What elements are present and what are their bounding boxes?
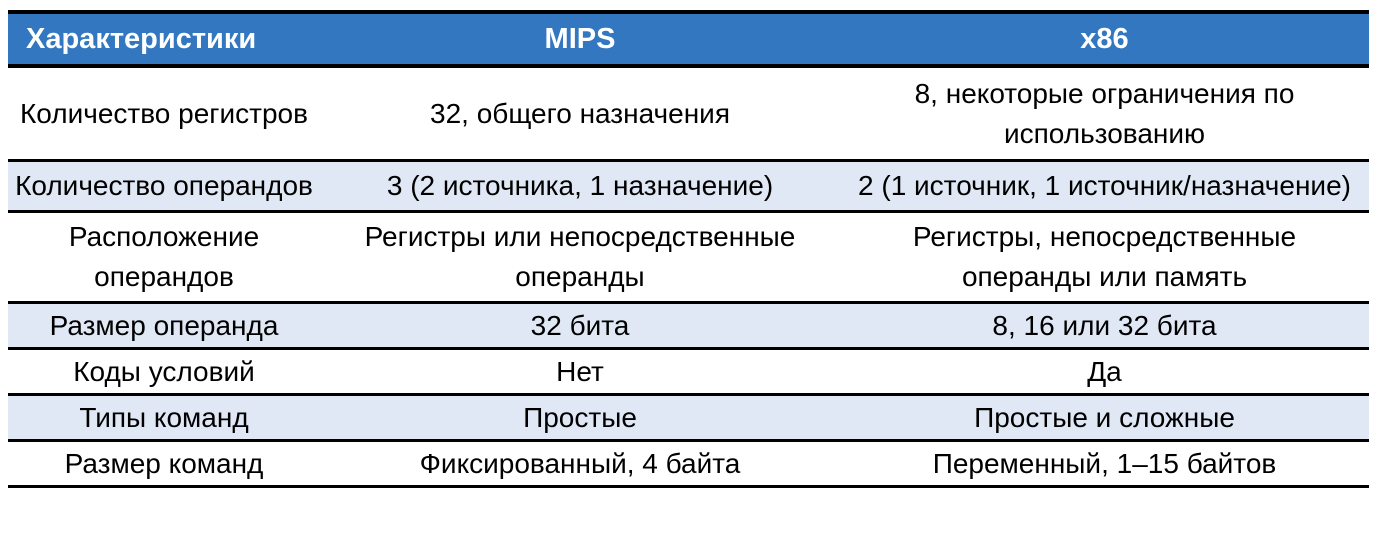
table-row: Коды условий Нет Да — [8, 348, 1369, 396]
cell-characteristic: Расположение операндов — [8, 211, 320, 304]
cell-x86: Простые и сложные — [840, 394, 1369, 442]
cell-characteristic: Коды условий — [8, 348, 320, 396]
header-x86: x86 — [840, 10, 1369, 68]
cell-mips: 3 (2 источника, 1 назначение) — [320, 160, 840, 213]
cell-x86: 8, некоторые ограничения по использовани… — [840, 66, 1369, 162]
cell-characteristic: Количество операндов — [8, 160, 320, 213]
table-row: Расположение операндов Регистры или непос… — [8, 211, 1369, 304]
cell-characteristic: Количество регистров — [8, 66, 320, 162]
cell-characteristic: Размер команд — [8, 440, 320, 488]
cell-mips: 32, общего назначения — [320, 66, 840, 162]
table-row: Количество операндов 3 (2 источника, 1 на… — [8, 160, 1369, 213]
cell-mips: 32 бита — [320, 302, 840, 350]
cell-x86: Переменный, 1–15 байтов — [840, 440, 1369, 488]
table-row: Типы команд Простые Простые и сложные — [8, 394, 1369, 442]
cell-characteristic: Размер операнда — [8, 302, 320, 350]
table-row: Размер команд Фиксированный, 4 байта Перем… — [8, 440, 1369, 488]
header-row: Характеристики MIPS x86 — [8, 10, 1369, 68]
cell-x86: 2 (1 источник, 1 источник/назначение) — [840, 160, 1369, 213]
header-mips: MIPS — [320, 10, 840, 68]
header-characteristics: Характеристики — [8, 10, 320, 68]
cell-x86: Да — [840, 348, 1369, 396]
cell-characteristic: Типы команд — [8, 394, 320, 442]
cell-mips: Нет — [320, 348, 840, 396]
cell-x86: 8, 16 или 32 бита — [840, 302, 1369, 350]
comparison-table: Характеристики MIPS x86 Количество регис… — [8, 10, 1369, 488]
table-row: Количество регистров 32, общего назначени… — [8, 66, 1369, 162]
cell-mips: Фиксированный, 4 байта — [320, 440, 840, 488]
cell-mips: Простые — [320, 394, 840, 442]
cell-x86: Регистры, непосредственные операнды или … — [840, 211, 1369, 304]
cell-mips: Регистры или непосредственные операнды — [320, 211, 840, 304]
table-row: Размер операнда 32 бита 8, 16 или 32 бита — [8, 302, 1369, 350]
